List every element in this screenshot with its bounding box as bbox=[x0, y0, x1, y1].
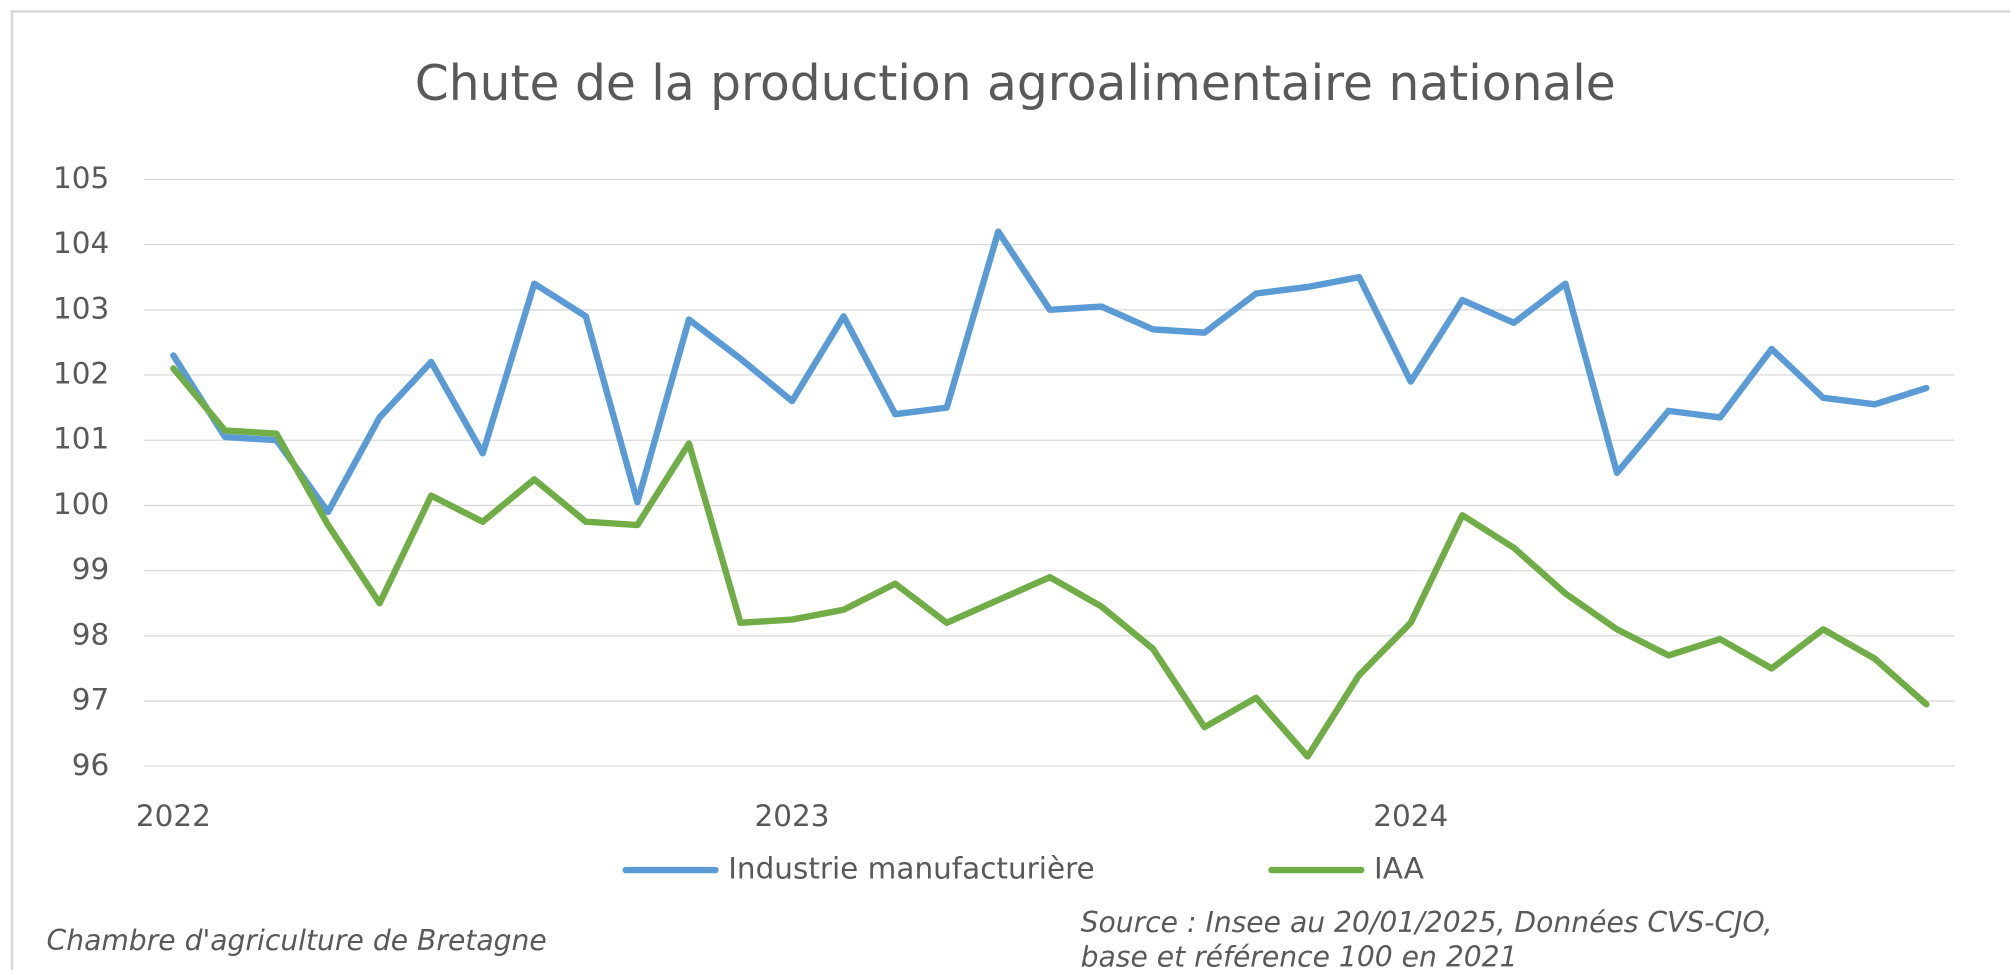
legend-label: Industrie manufacturière bbox=[728, 852, 1094, 886]
chart-title: Chute de la production agroalimentaire n… bbox=[415, 56, 1616, 112]
legend-label: IAA bbox=[1374, 852, 1424, 886]
y-tick-label: 96 bbox=[72, 748, 109, 782]
chart-frame bbox=[10, 10, 2010, 970]
source-line: Source : Insee au 20/01/2025, Données CV… bbox=[1081, 906, 1773, 939]
y-tick-label: 97 bbox=[72, 683, 109, 717]
y-tick-label: 102 bbox=[53, 357, 109, 391]
x-tick-label: 2022 bbox=[136, 799, 211, 833]
series-line bbox=[170, 228, 1930, 516]
x-tick-label: 2023 bbox=[755, 799, 830, 833]
y-tick-label: 105 bbox=[53, 161, 109, 195]
y-tick-label: 104 bbox=[53, 226, 109, 260]
y-tick-label: 99 bbox=[72, 552, 109, 586]
y-tick-label: 101 bbox=[53, 422, 109, 456]
y-tick-label: 100 bbox=[53, 487, 109, 521]
source-line: base et référence 100 en 2021 bbox=[1081, 940, 1518, 970]
series-line bbox=[170, 365, 1930, 760]
x-tick-label: 2024 bbox=[1373, 799, 1448, 833]
y-tick-label: 98 bbox=[72, 617, 109, 651]
y-tick-label: 103 bbox=[53, 291, 109, 325]
credit: Chambre d'agriculture de Bretagne bbox=[47, 924, 547, 957]
